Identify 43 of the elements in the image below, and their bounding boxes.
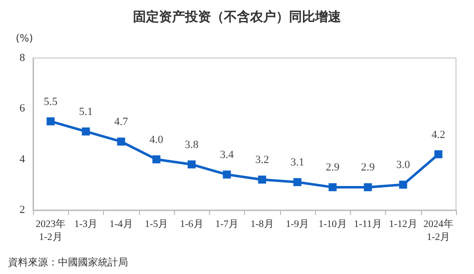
y-tick-label: 2 (20, 204, 25, 216)
x-tick-label: 1-3月 (74, 219, 98, 230)
point (258, 176, 266, 184)
x-tick-label: 1-5月 (144, 219, 168, 230)
data-label: 3.8 (184, 138, 199, 151)
data-label: 5.1 (79, 106, 93, 118)
data-label: 3.2 (255, 154, 269, 166)
point (82, 127, 90, 136)
data-label: 2.9 (326, 162, 340, 174)
point (188, 160, 196, 168)
source-note: 資料來源：中國國家統計局 (8, 256, 128, 268)
data-label: 4.7 (114, 116, 128, 128)
point (434, 150, 442, 158)
data-label: 4.2 (432, 128, 446, 141)
data-label: 4.0 (150, 134, 164, 146)
point (117, 138, 126, 146)
x-tick-label: 1-4月 (109, 219, 133, 230)
point (293, 178, 302, 186)
point (364, 183, 372, 192)
point (222, 170, 231, 179)
x-tick-label: 1-7月 (215, 219, 239, 230)
chart-title: 固定资产投资（不含农户）同比增速 (133, 9, 342, 25)
x-tick-label: 1-6月 (180, 219, 204, 230)
x-tick-label: 1-10月 (318, 219, 347, 230)
data-label: 3.1 (290, 156, 304, 169)
x-tick-label: 1-12月 (388, 219, 418, 230)
x-tick-label: 1-8月 (250, 219, 274, 230)
point (399, 180, 408, 189)
y-tick-label: 6 (20, 102, 26, 115)
y-tick-label: 4 (20, 153, 26, 166)
x-tick-label: 1-11月 (354, 219, 382, 230)
x-tick-label: 2023年 1-2月 (36, 218, 66, 243)
point (152, 155, 160, 164)
data-label: 3.0 (396, 159, 410, 172)
x-tick-label: 2024年 1-2月 (423, 218, 454, 243)
data-label: 2.9 (361, 162, 376, 174)
point (328, 183, 337, 192)
y-tick-label: 8 (20, 52, 26, 64)
data-label: 3.4 (220, 149, 234, 162)
y-axis-title: (%) (16, 34, 34, 44)
x-tick-label: 1-9月 (286, 219, 310, 230)
point (46, 117, 55, 126)
data-label: 5.5 (44, 96, 58, 108)
